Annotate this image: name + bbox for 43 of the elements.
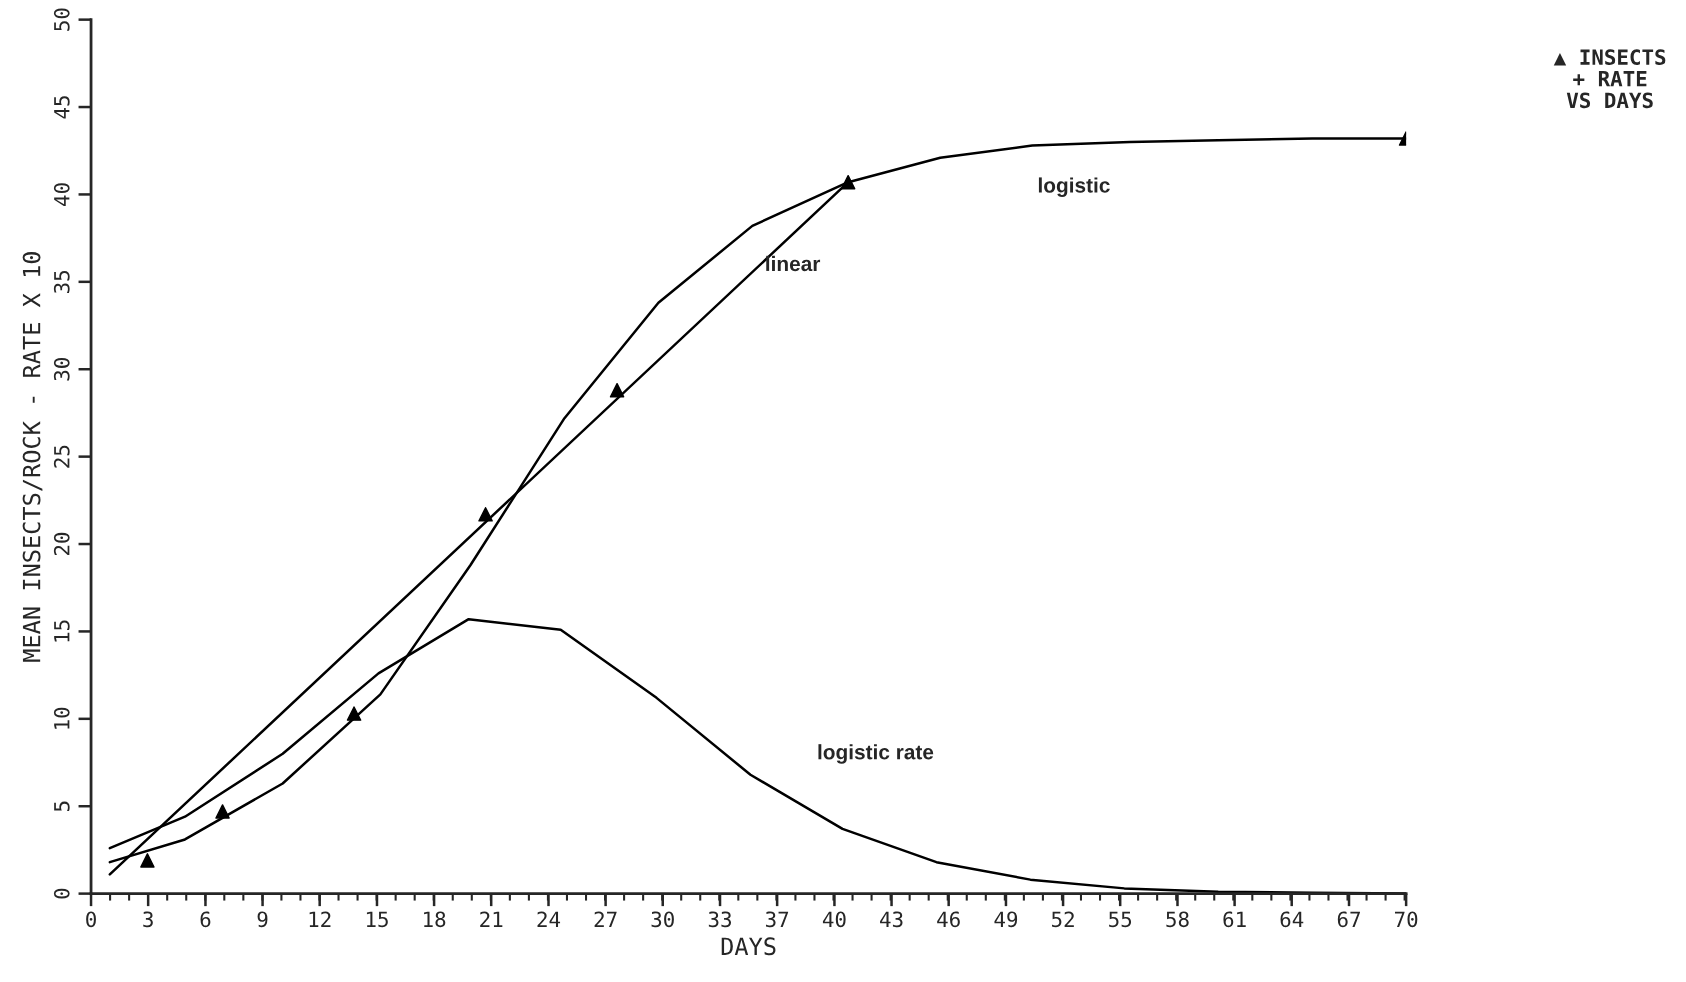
x-tick-label: 40	[822, 911, 846, 928]
y-tick-label: 10	[53, 707, 70, 729]
x-tick-label: 55	[1109, 911, 1132, 928]
x-tick-label: 61	[1223, 911, 1246, 928]
x-tick-label: 6	[200, 911, 211, 928]
y-tick-label: 15	[54, 620, 70, 642]
x-tick-label: 43	[880, 911, 903, 928]
x-tick-label: 15	[366, 911, 388, 928]
y-tick-label: 5	[54, 801, 70, 812]
x-tick-label: 37	[765, 911, 789, 928]
x-tick-label: 24	[537, 911, 561, 927]
y-tick-label: 45	[54, 96, 70, 119]
y-tick-label: 30	[53, 358, 70, 381]
text: ▲ INSECTS	[1553, 49, 1666, 66]
y-tick-label: 0	[53, 888, 70, 899]
text: logistic rate	[818, 744, 934, 764]
y-axis-title: MEAN INSECTS/ROCK - RATE X 10	[22, 252, 43, 662]
y-tick-label: 50	[53, 8, 70, 31]
x-tick-label: 30	[651, 911, 674, 928]
text: + RATE	[1573, 71, 1647, 87]
x-tick-label: 46	[937, 911, 960, 928]
x-tick-label: 0	[86, 911, 96, 928]
x-tick-label: 52	[1051, 911, 1074, 928]
x-axis-title: DAYS	[721, 937, 776, 956]
y-tick-label: 40	[53, 183, 70, 206]
text: VS DAYS	[1566, 92, 1653, 109]
y-tick-label: 20	[53, 532, 70, 556]
y-tick-label: 35	[53, 270, 70, 293]
x-tick-label: 70	[1394, 911, 1418, 928]
x-tick-label: 9	[257, 911, 268, 928]
x-tick-label: 3	[143, 911, 153, 928]
x-tick-label: 21	[480, 911, 503, 927]
x-tick-label: 49	[994, 911, 1018, 928]
x-tick-label: 27	[594, 911, 617, 927]
x-tick-label: 64	[1280, 911, 1304, 928]
series-label: linear	[766, 255, 821, 272]
y-tick-label: 25	[53, 445, 70, 468]
x-tick-label: 67	[1337, 911, 1360, 928]
x-tick-label: 58	[1166, 911, 1189, 928]
x-tick-label: 33	[708, 911, 731, 928]
x-tick-label: 18	[424, 911, 446, 928]
x-tick-label: 12	[309, 911, 331, 927]
series-label: logistic	[1038, 177, 1110, 197]
